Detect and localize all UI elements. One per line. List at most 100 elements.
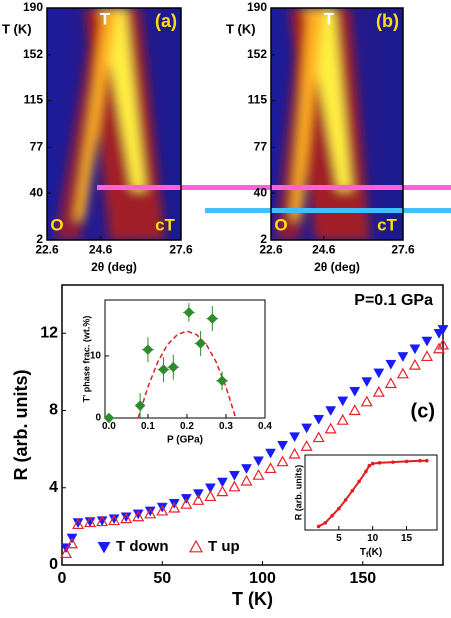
y-tick-label: 4 <box>49 479 58 496</box>
point <box>228 480 241 492</box>
x-tick-label: 0.2 <box>180 421 194 432</box>
y-tick-label: 152 <box>247 47 267 61</box>
point <box>300 440 313 451</box>
point <box>384 377 397 389</box>
plot-frame <box>270 7 404 241</box>
point <box>84 516 97 528</box>
point <box>373 368 385 379</box>
panel-label: (c) <box>411 400 435 422</box>
point <box>288 447 301 459</box>
overlay-line <box>97 185 451 190</box>
point <box>96 515 109 527</box>
point <box>357 479 361 484</box>
annotation: cT <box>377 215 397 234</box>
annotation: O <box>274 215 287 234</box>
x-tick-label: 22.6 <box>259 242 283 256</box>
annotation: O <box>50 215 63 234</box>
point <box>370 461 375 466</box>
point <box>72 518 85 530</box>
y-tick-label: 115 <box>24 93 44 107</box>
point <box>425 458 429 463</box>
point <box>142 344 154 356</box>
point <box>168 501 181 513</box>
y-tick-label: 190 <box>247 0 267 14</box>
y-tick-label: 115 <box>248 93 268 107</box>
point <box>132 510 145 522</box>
x-tick-label: 5 <box>336 533 342 544</box>
x-tick-label: 24.6 <box>312 242 336 256</box>
point <box>158 364 169 375</box>
point <box>144 506 156 517</box>
x-axis-label: Tf(K) <box>360 547 382 560</box>
point <box>241 464 252 474</box>
point <box>120 512 133 524</box>
legend-marker <box>97 541 111 554</box>
y-tick-label: 10 <box>90 351 102 362</box>
point <box>216 477 228 488</box>
point <box>396 367 409 379</box>
annotation: P=0.1 GPa <box>354 292 433 309</box>
point <box>330 513 334 518</box>
x-tick-label: 24.6 <box>89 242 113 256</box>
point <box>252 468 265 480</box>
x-tick-label: 100 <box>249 570 276 587</box>
point <box>216 375 228 387</box>
point <box>301 423 313 434</box>
point <box>134 400 146 411</box>
point <box>324 422 337 434</box>
point <box>183 307 195 318</box>
point <box>216 485 229 497</box>
point <box>343 498 348 502</box>
point <box>204 483 216 494</box>
point <box>132 509 144 520</box>
point <box>229 470 240 481</box>
point <box>421 336 433 347</box>
heatmap-image-b <box>271 8 403 240</box>
point <box>312 431 325 443</box>
y-tick-label: 8 <box>49 402 58 419</box>
point <box>316 524 321 529</box>
point <box>404 459 409 464</box>
point <box>264 462 277 474</box>
x-tick-label: 0.3 <box>219 421 233 432</box>
point <box>265 448 276 459</box>
x-tick-label: 0 <box>58 570 67 587</box>
point <box>437 325 449 335</box>
point <box>167 361 179 373</box>
legend-label: T down <box>116 538 169 555</box>
y-tick-label: 40 <box>254 185 268 199</box>
annotation: cT <box>155 215 175 234</box>
x-tick-label: 15 <box>401 533 413 544</box>
annotation: T <box>324 9 335 28</box>
point <box>364 469 368 474</box>
y-tick-label: 0 <box>49 556 58 573</box>
x-tick-label: 27.6 <box>169 242 193 256</box>
point <box>192 494 205 505</box>
point <box>432 342 446 354</box>
point <box>348 404 361 416</box>
heatmap-image-a <box>47 8 181 240</box>
point <box>108 514 121 526</box>
annotation: T <box>100 9 111 28</box>
point <box>204 490 217 502</box>
point <box>59 547 73 559</box>
point <box>325 406 337 417</box>
panel-label: (a) <box>155 11 177 31</box>
point <box>336 413 349 425</box>
y-tick-label: 190 <box>23 0 43 14</box>
y-axis-label: T (K) <box>226 21 256 36</box>
y-tick-label: 77 <box>30 140 44 154</box>
point <box>408 358 421 370</box>
point <box>391 460 395 464</box>
point <box>418 458 422 463</box>
point <box>350 488 355 493</box>
point <box>377 461 382 465</box>
y-tick-label: 0 <box>95 413 101 424</box>
x-tick-label: 150 <box>349 570 376 587</box>
point <box>372 385 385 397</box>
x-axis-label-part: (K) <box>368 547 382 558</box>
y-tick-label: 40 <box>30 185 44 199</box>
y-axis-label: R (arb. units) <box>11 369 31 480</box>
x-axis-label-part: f <box>366 552 369 559</box>
